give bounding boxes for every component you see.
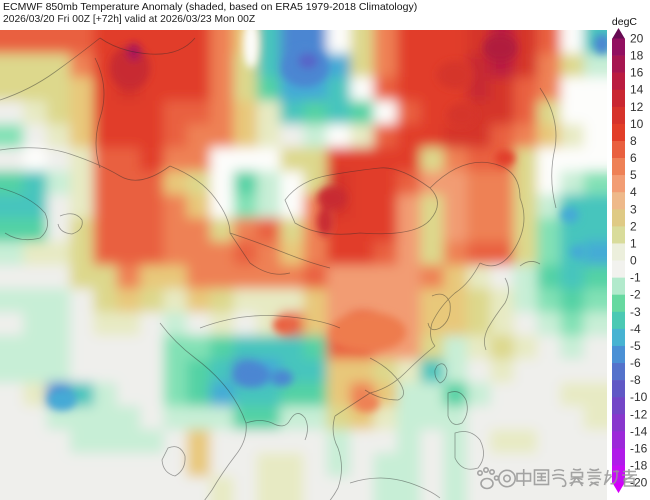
svg-text:20: 20 xyxy=(630,32,644,46)
svg-text:2: 2 xyxy=(630,219,637,233)
svg-text:-1: -1 xyxy=(630,271,641,285)
svg-text:-4: -4 xyxy=(630,322,641,336)
svg-text:-18: -18 xyxy=(630,459,648,473)
svg-text:10: 10 xyxy=(630,117,644,131)
svg-text:14: 14 xyxy=(630,83,644,97)
svg-text:1: 1 xyxy=(630,236,637,250)
svg-text:0: 0 xyxy=(630,254,637,268)
svg-text:-12: -12 xyxy=(630,407,648,421)
svg-text:3: 3 xyxy=(630,202,637,216)
svg-text:-2: -2 xyxy=(630,288,641,302)
svg-text:5: 5 xyxy=(630,168,637,182)
svg-text:-8: -8 xyxy=(630,373,641,387)
svg-text:-5: -5 xyxy=(630,339,641,353)
svg-text:6: 6 xyxy=(630,151,637,165)
svg-text:-10: -10 xyxy=(630,390,648,404)
svg-text:4: 4 xyxy=(630,185,637,199)
svg-text:8: 8 xyxy=(630,134,637,148)
svg-text:-16: -16 xyxy=(630,441,648,455)
svg-text:16: 16 xyxy=(630,66,644,80)
svg-text:12: 12 xyxy=(630,100,644,114)
svg-text:-3: -3 xyxy=(630,305,641,319)
svg-text:18: 18 xyxy=(630,49,644,63)
svg-text:-14: -14 xyxy=(630,424,648,438)
svg-text:-6: -6 xyxy=(630,356,641,370)
